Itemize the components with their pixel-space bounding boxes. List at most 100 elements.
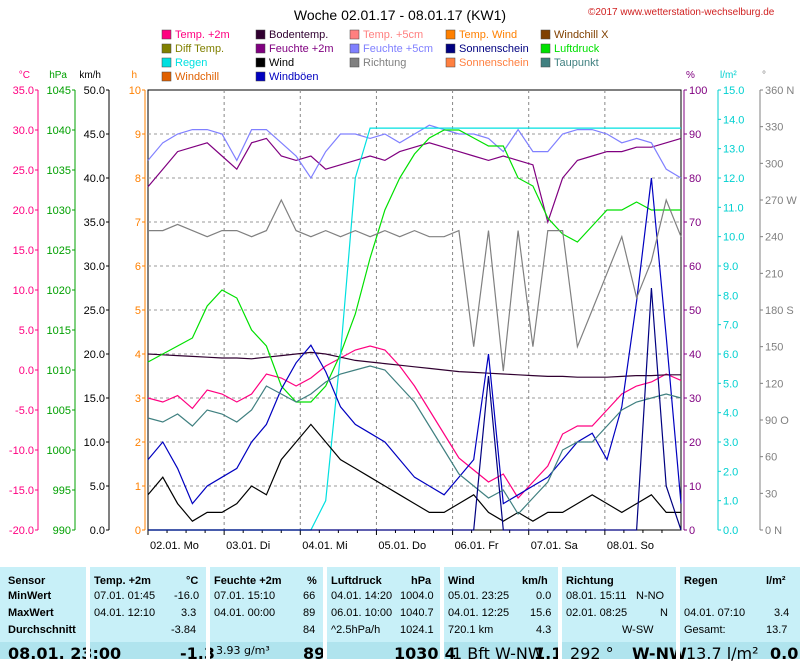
y-tick-label: 50.0	[84, 85, 105, 97]
y-tick-label: 2.0	[723, 466, 738, 478]
y-tick-label: 20.0	[13, 205, 34, 217]
current-rain-sum: 13.7 l/m²	[686, 644, 759, 663]
wind-max-val: 15.6	[530, 607, 552, 619]
y-tick-label: 1025	[47, 245, 71, 257]
legend-label: Taupunkt	[554, 57, 599, 69]
y-tick-label: -15.0	[9, 485, 34, 497]
y-tick-label: 60	[689, 261, 701, 273]
y-tick-label: 995	[53, 485, 71, 497]
dir-avg: W-SW	[622, 624, 654, 636]
header-sensor: Sensor	[8, 575, 46, 587]
y-axis-unit: h	[131, 70, 137, 81]
series-line	[147, 177, 682, 505]
temp-max-time: 04.01. 12:10	[94, 607, 156, 619]
header-hum: Feuchte +2m	[214, 575, 282, 587]
column-divider	[206, 567, 210, 659]
column-divider	[440, 567, 444, 659]
y-tick-label: 10	[689, 481, 701, 493]
press-max-val: 1040.7	[400, 607, 434, 619]
legend-swatch	[445, 29, 456, 40]
header-press-unit: hPa	[411, 575, 432, 587]
y-tick-label: 13.0	[723, 144, 744, 156]
y-tick-label: 5.0	[19, 325, 34, 337]
y-tick-label: 60	[765, 452, 777, 464]
legend-label: Feuchte +5cm	[363, 43, 433, 55]
x-tick-label: 05.01. Do	[378, 540, 426, 552]
header-rain-unit: l/m²	[766, 575, 786, 587]
y-tick-label: 15.0	[13, 245, 34, 257]
header-wind-unit: km/h	[522, 575, 548, 587]
wind-avg: 4.3	[536, 624, 552, 636]
y-tick-label: 50	[689, 305, 701, 317]
x-tick-label: 08.01. So	[607, 540, 654, 552]
legend-swatch	[255, 57, 266, 68]
x-tick-label: 02.01. Mo	[150, 540, 199, 552]
row-label-max: MaxWert	[8, 607, 54, 619]
rain-total: 13.7	[766, 624, 788, 636]
chart-background	[0, 0, 800, 567]
legend-swatch	[349, 29, 360, 40]
series-line	[147, 365, 682, 515]
legend-swatch	[161, 57, 172, 68]
y-tick-label: 1015	[47, 325, 71, 337]
y-tick-label: 1	[135, 481, 141, 493]
legend-label: Temp. Wind	[459, 29, 517, 41]
y-tick-label: 30	[765, 488, 777, 500]
hum-max-time: 04.01. 00:00	[214, 607, 276, 619]
y-tick-label: -10.0	[9, 445, 34, 457]
series-line	[148, 287, 682, 531]
legend-swatch	[349, 57, 360, 68]
series-line	[147, 124, 682, 180]
y-tick-label: 12.0	[723, 173, 744, 185]
y-tick-label: 180 S	[765, 305, 794, 317]
y-tick-label: 1040	[47, 125, 71, 137]
temp-min-time: 07.01. 01:45	[94, 590, 156, 602]
y-tick-label: 14.0	[723, 114, 744, 126]
rain-max-val: 3.4	[774, 607, 790, 619]
current-dir: W-NW	[632, 644, 687, 663]
column-divider	[86, 567, 90, 659]
legend-swatch	[161, 43, 172, 54]
series-line	[147, 129, 681, 403]
current-abs-humidity: 3.93 g/m³	[216, 644, 270, 657]
current-dir-deg: 292 °	[570, 644, 614, 663]
header-temp-unit: °C	[186, 575, 199, 587]
y-tick-label: 80	[689, 173, 701, 185]
y-tick-label: 70	[689, 217, 701, 229]
legend-label: Temp. +2m	[175, 29, 230, 41]
y-tick-label: 5.0	[723, 378, 738, 390]
y-tick-label: 3.0	[723, 437, 738, 449]
y-tick-label: 11.0	[723, 202, 744, 214]
y-tick-label: 360 N	[765, 85, 794, 97]
y-tick-label: 1000	[47, 445, 71, 457]
legend-swatch	[349, 43, 360, 54]
temp-max-val: 3.3	[181, 607, 197, 619]
legend-label: Feuchte +2m	[269, 43, 334, 55]
legend-swatch	[445, 43, 456, 54]
press-min-time: 04.01. 14:20	[331, 590, 393, 602]
y-tick-label: 10.0	[723, 232, 744, 244]
y-tick-label: 1005	[47, 405, 71, 417]
column-divider	[323, 567, 327, 659]
y-axis-unit: l/m²	[720, 70, 737, 81]
current-humidity: 89	[303, 644, 326, 663]
y-tick-label: 990	[53, 525, 71, 537]
y-tick-label: 0.0	[19, 365, 34, 377]
y-tick-label: 0	[135, 525, 141, 537]
legend-label: Windböen	[269, 71, 319, 83]
y-tick-label: 150	[765, 342, 783, 354]
y-tick-label: 40.0	[84, 173, 105, 185]
press-trend: ^2.5hPa/h	[331, 624, 381, 636]
y-tick-label: 5.0	[90, 481, 105, 493]
press-max-time: 06.01. 10:00	[331, 607, 393, 619]
legend-label: Regen	[175, 57, 207, 69]
y-tick-label: 25.0	[84, 305, 105, 317]
legend-label: Richtung	[363, 57, 406, 69]
legend-label: Windchill	[175, 71, 219, 83]
press-avg: 1024.1	[400, 624, 434, 636]
y-tick-label: 3	[135, 393, 141, 405]
series-line	[147, 423, 681, 522]
legend-label: Diff Temp.	[175, 43, 224, 55]
y-tick-label: 6.0	[723, 349, 738, 361]
y-tick-label: 10	[129, 85, 141, 97]
